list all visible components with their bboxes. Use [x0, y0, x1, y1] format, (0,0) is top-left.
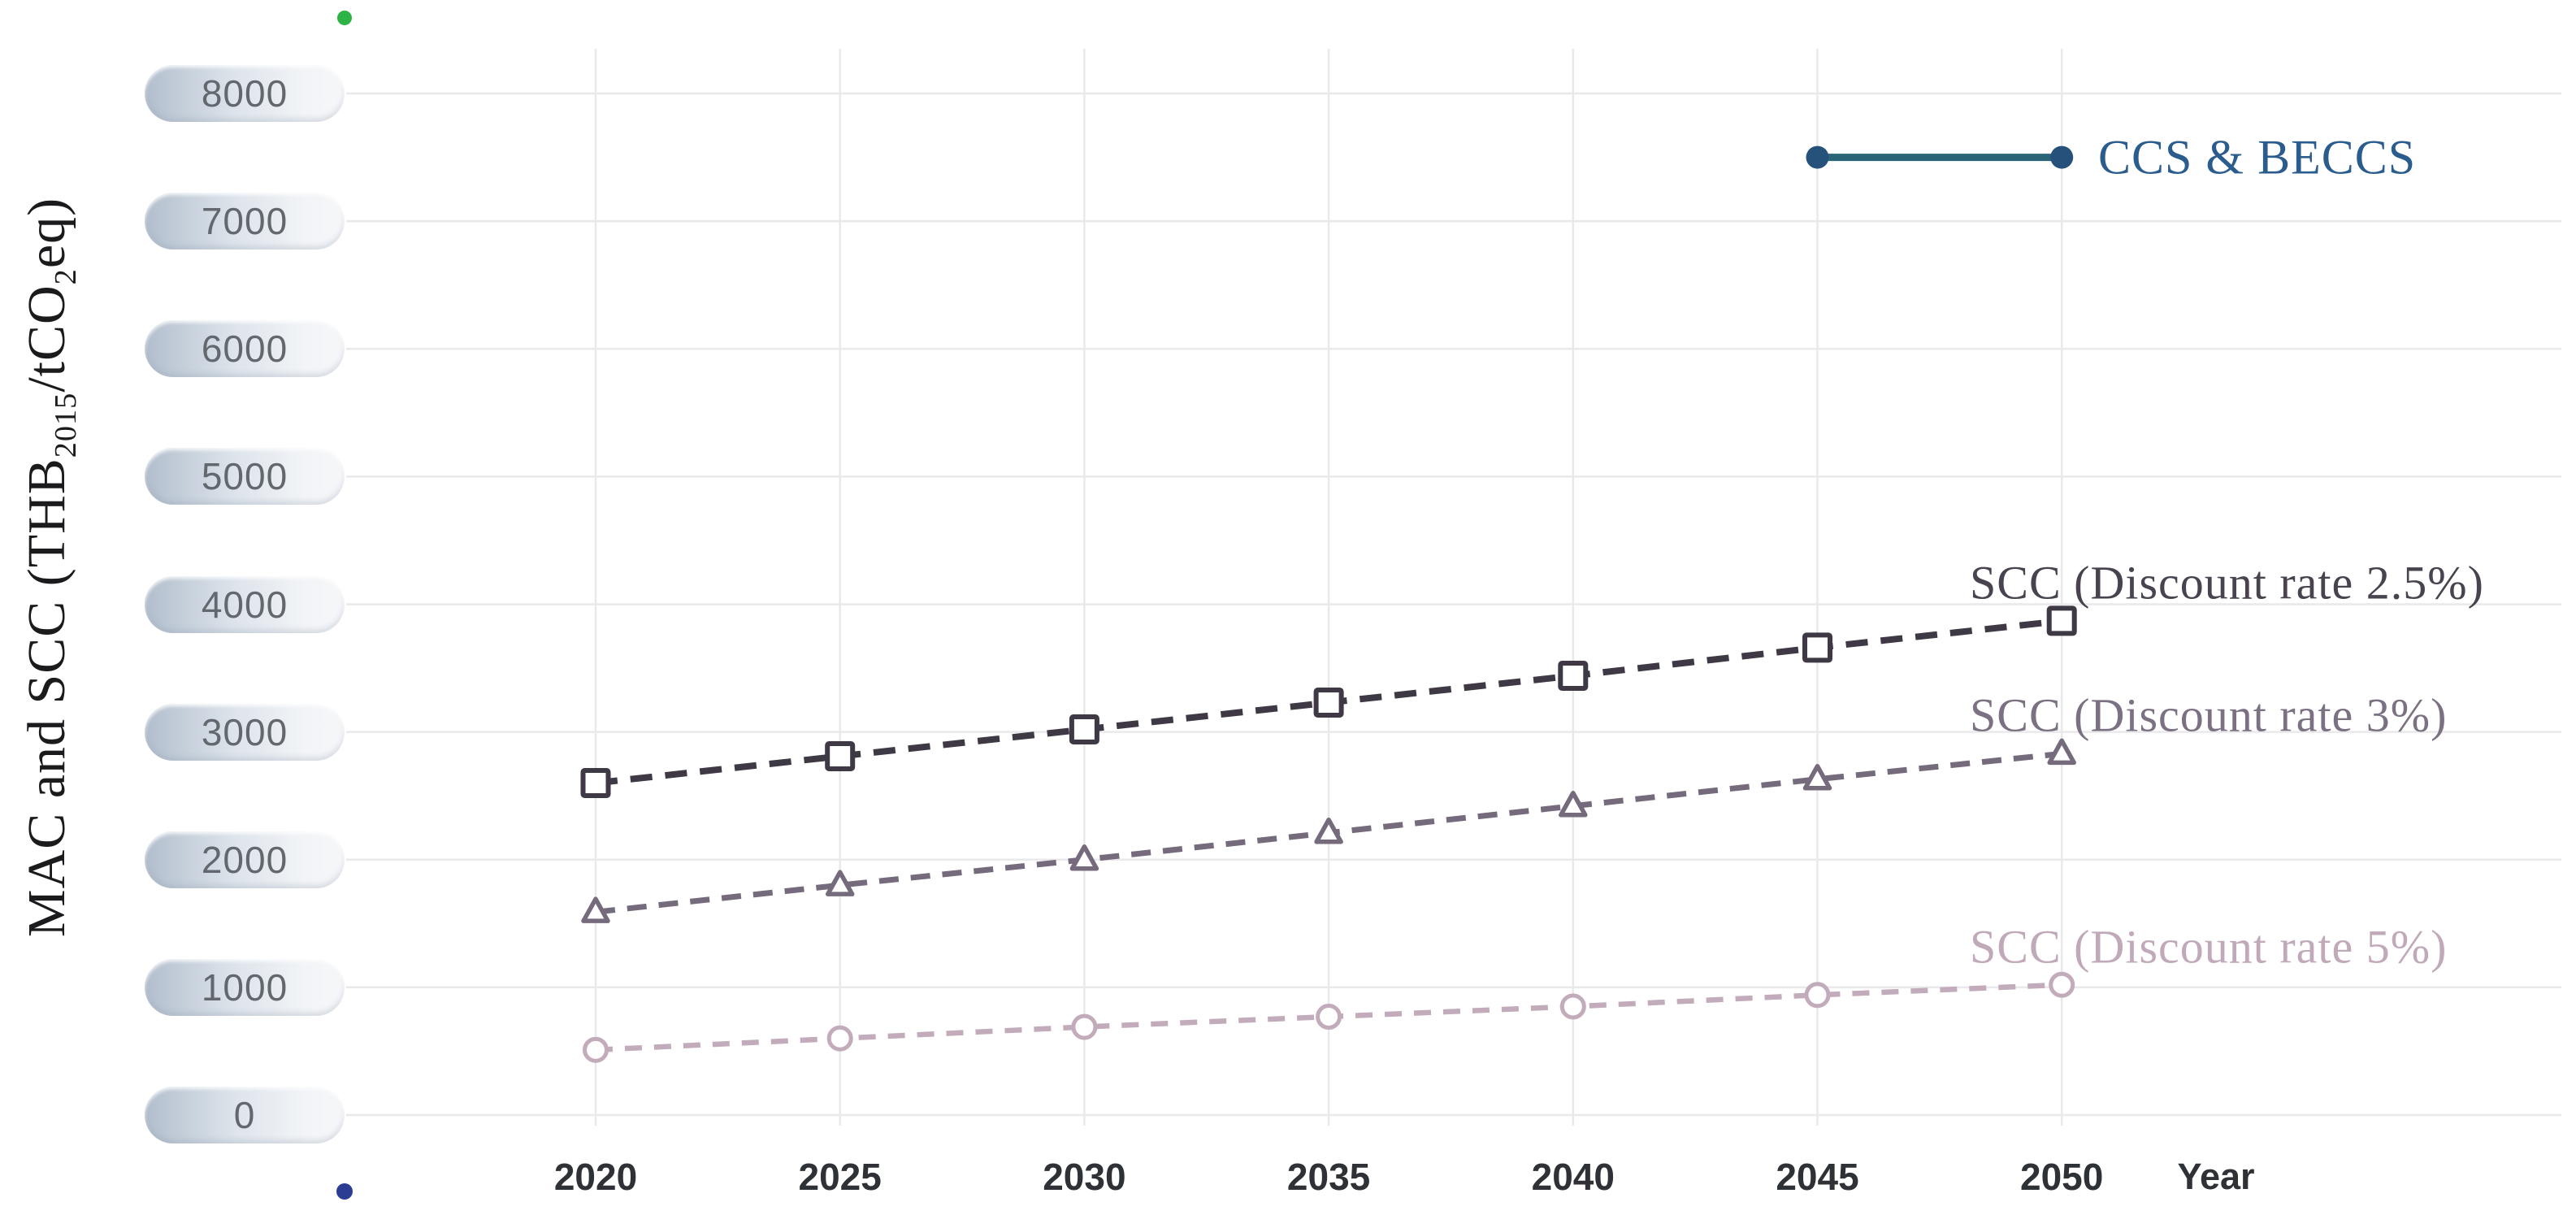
series-label-4: CCS & BECCS: [2098, 130, 2417, 184]
circle-marker: [1316, 1004, 1342, 1031]
circle-marker: [1071, 1013, 1098, 1040]
y-tick-pill-8000: 8000: [145, 65, 345, 122]
series-2: [581, 738, 2076, 923]
square-marker: [1558, 660, 1589, 691]
square-marker: [2046, 605, 2077, 636]
square-marker: [580, 767, 611, 798]
x-tick-label-2035: 2035: [1286, 1156, 1371, 1198]
dot-marker: [1806, 145, 1829, 169]
series-1: [580, 605, 2077, 798]
series-label-3: SCC (Discount rate 5%): [1970, 920, 2448, 974]
y-tick-pill-6000: 6000: [145, 320, 345, 378]
y-tick-pill-0: 0: [145, 1087, 345, 1143]
series-3: [583, 971, 2075, 1063]
triangle-marker: [1314, 818, 1343, 844]
series-4: [1806, 145, 2074, 169]
square-marker: [1802, 632, 1832, 663]
triangle-marker: [1559, 791, 1588, 818]
y-tick-pill-1000: 1000: [145, 958, 345, 1016]
triangle-marker: [1069, 844, 1099, 871]
circle-marker: [2049, 971, 2075, 998]
dot-marker: [2050, 145, 2074, 169]
triangle-marker: [1802, 764, 1832, 791]
axis-top-dot: [337, 11, 352, 25]
triangle-marker: [581, 896, 610, 923]
square-marker: [1313, 687, 1344, 718]
series-label-1: SCC (Discount rate 2.5%): [1970, 556, 2484, 610]
y-tick-pill-3000: 3000: [145, 703, 345, 761]
x-tick-label-2025: 2025: [798, 1156, 882, 1198]
triangle-marker: [825, 870, 855, 896]
axis-bottom-dot: [336, 1183, 353, 1200]
circle-marker: [1559, 993, 1586, 1020]
y-tick-pill-7000: 7000: [145, 193, 345, 250]
circle-marker: [826, 1025, 853, 1052]
x-tick-label-2050: 2050: [2020, 1156, 2104, 1198]
triangle-marker: [2047, 738, 2076, 766]
x-tick-label-2045: 2045: [1776, 1156, 1859, 1198]
circle-marker: [583, 1036, 609, 1063]
x-tick-label-2040: 2040: [1531, 1156, 1615, 1198]
gridlines: [346, 49, 2561, 1126]
x-tick-label-2030: 2030: [1043, 1156, 1126, 1198]
x-axis-title: Year: [2177, 1156, 2255, 1197]
y-tick-pill-4000: 4000: [145, 575, 345, 633]
circle-marker: [1804, 982, 1831, 1009]
y-tick-pill-5000: 5000: [145, 448, 345, 506]
y-tick-pill-2000: 2000: [145, 831, 345, 888]
y-axis: [336, 11, 353, 1200]
x-tick-label-2020: 2020: [553, 1156, 638, 1198]
square-marker: [825, 740, 856, 771]
square-marker: [1069, 714, 1099, 744]
series-label-2: SCC (Discount rate 3%): [1970, 688, 2448, 742]
